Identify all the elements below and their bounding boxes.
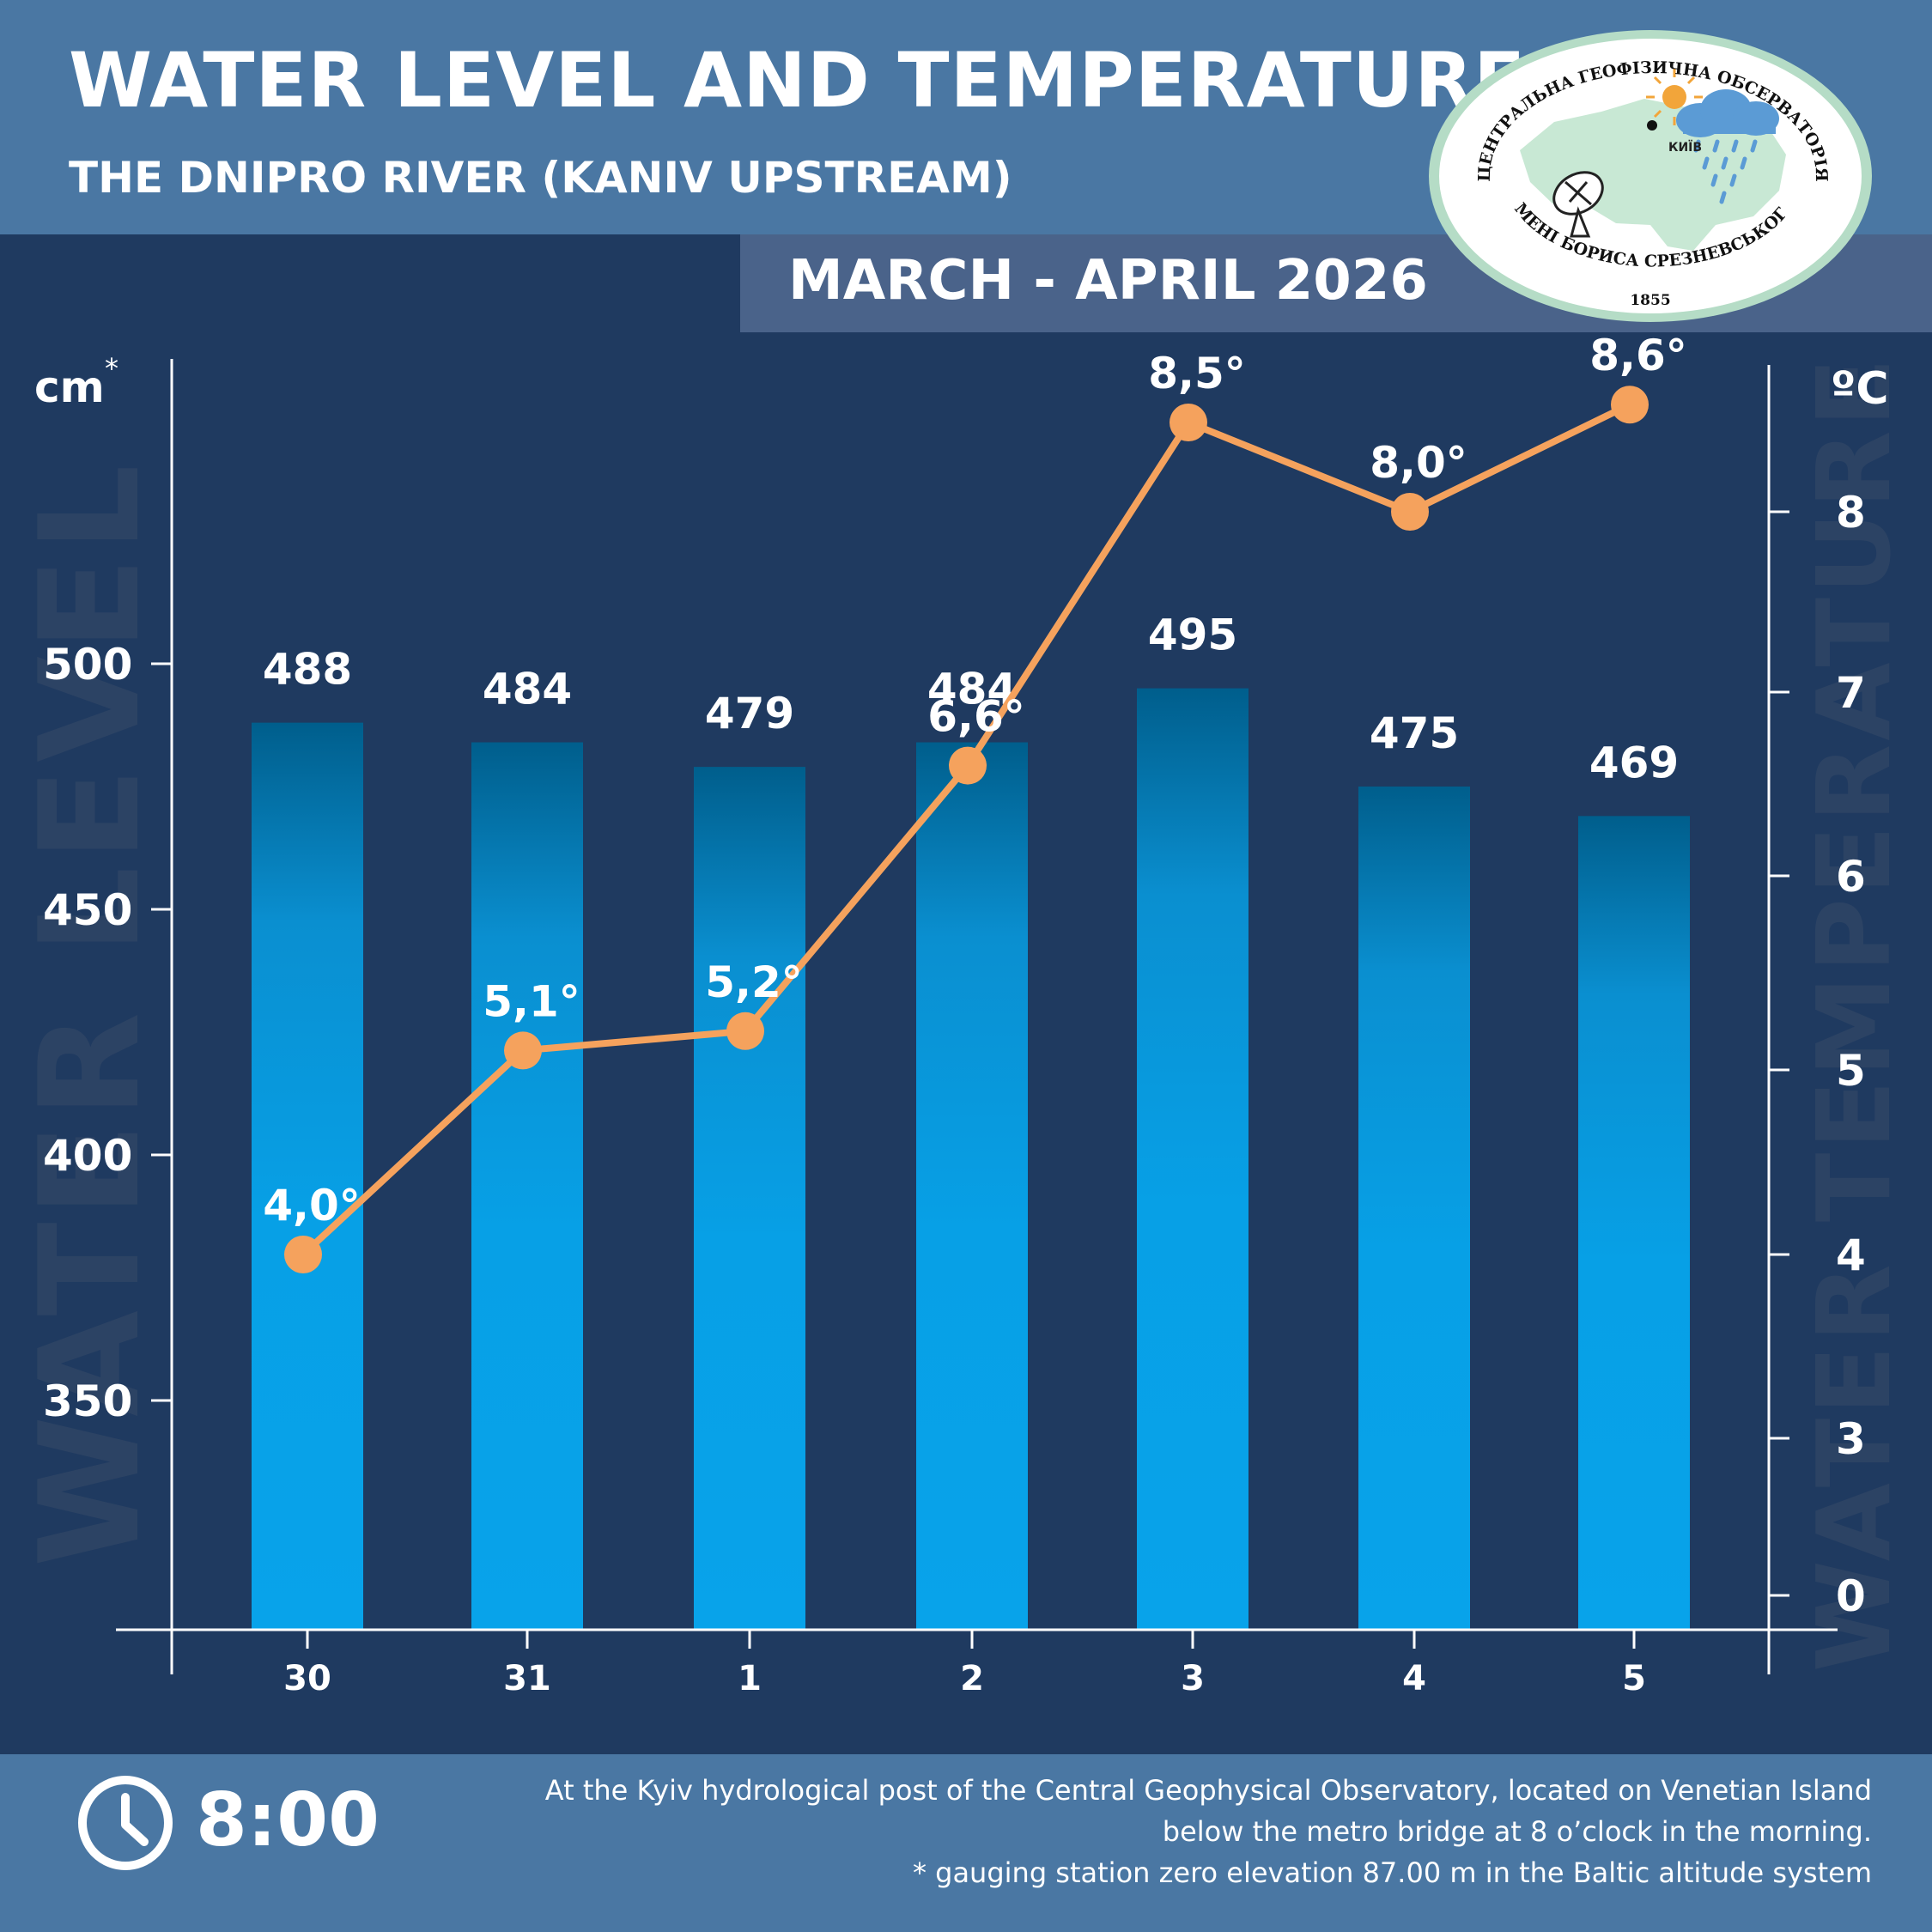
temperature-point [1170, 404, 1207, 441]
right-axis-tick-label: 7 [1836, 668, 1866, 718]
temperature-value: 5,1° [483, 976, 580, 1026]
left-axis-tick-label: 500 [43, 640, 132, 690]
water-level-value: 484 [483, 665, 572, 714]
footer-note-line: below the metro bridge at 8 o’clock in t… [1162, 1815, 1872, 1848]
left-axis-tick-label: 450 [43, 885, 132, 935]
left-axis-watermark: WATER LEVEL [9, 459, 170, 1567]
water-level-value: 475 [1370, 708, 1459, 758]
temperature-value: 4,0° [263, 1181, 361, 1230]
water-level-bar [471, 742, 583, 1629]
right-axis-ticks: 0 3 4 5 6 7 8 [1769, 488, 1866, 1621]
temperature-value: 5,2° [705, 957, 803, 1007]
rain-cloud-icon [1676, 89, 1779, 204]
observation-time: 8:00 [196, 1777, 380, 1863]
water-level-value: 484 [927, 665, 1017, 714]
kyiv-dot [1647, 120, 1657, 131]
temperature-value: 6,6° [927, 692, 1025, 742]
x-axis-tick-label: 30 [283, 1659, 331, 1698]
temperature-point [1391, 493, 1429, 531]
x-axis-tick-label: 4 [1402, 1659, 1426, 1698]
left-axis-ticks: 350 400 450 500 [43, 640, 172, 1426]
clock-icon [78, 1776, 173, 1870]
temperature-value: 8,5° [1148, 349, 1246, 398]
water-level-bar [1578, 816, 1690, 1629]
sun-icon [1646, 69, 1703, 125]
water-level-value: 488 [263, 645, 352, 695]
logo-city: КИЇВ [1668, 140, 1702, 155]
left-axis-tick-label: 350 [43, 1376, 132, 1426]
temperature-point [284, 1236, 322, 1273]
temperature-point [726, 1012, 764, 1050]
page-title: WATER LEVEL AND TEMPERATURE [69, 36, 1527, 125]
right-axis-tick-label: 3 [1836, 1414, 1866, 1464]
right-axis-tick-label: 5 [1836, 1046, 1866, 1096]
left-axis-unit-mark: * [105, 352, 118, 385]
right-axis-tick-label: 8 [1836, 488, 1866, 538]
water-level-bar [694, 767, 805, 1629]
temperature-point [1611, 386, 1649, 424]
water-level-value: 479 [705, 689, 794, 738]
water-level-bar [1137, 688, 1249, 1629]
water-level-bar [916, 742, 1028, 1629]
temperature-series [284, 386, 1649, 1273]
water-level-bars [252, 688, 1690, 1629]
observatory-logo: КИЇВ ЦЕНТРАЛЬНА ГЕОФІЗИЧНА ОБСЕРВАТОРІЯ … [1425, 26, 1872, 322]
x-axis-tick-label: 31 [503, 1659, 551, 1698]
left-axis-unit: cm [34, 362, 105, 412]
x-axis-tick-label: 3 [1181, 1659, 1205, 1698]
temperature-value: 8,0° [1370, 438, 1467, 488]
temperature-value: 8,6° [1589, 331, 1687, 380]
footer-note-line: * gauging station zero elevation 87.00 m… [912, 1856, 1872, 1889]
right-axis-tick-label: 6 [1836, 852, 1866, 902]
x-axis-tick-label: 5 [1622, 1659, 1646, 1698]
water-level-value: 469 [1589, 738, 1679, 787]
left-axis-tick-label: 400 [43, 1131, 132, 1181]
footer-note-line: At the Kyiv hydrological post of the Cen… [544, 1774, 1872, 1807]
right-axis-watermark: WATER TEMPERATURE [1795, 355, 1913, 1672]
water-level-bar [1358, 787, 1470, 1629]
water-level-bar [252, 722, 363, 1629]
logo-year: 1855 [1630, 292, 1670, 309]
page-subtitle: THE DNIPRO RIVER (KANIV UPSTREAM) [69, 153, 1012, 203]
right-axis-tick-label: 0 [1836, 1571, 1866, 1621]
right-axis-tick-label: 4 [1836, 1230, 1866, 1280]
period-label: MARCH - APRIL 2026 [788, 249, 1428, 313]
temperature-point [504, 1031, 542, 1070]
x-axis-tick-label: 1 [738, 1659, 762, 1698]
satellite-dish-icon [1552, 171, 1604, 238]
x-axis-tick-label: 2 [960, 1659, 984, 1698]
water-level-labels: 488 484 479 484 495 475 469 [263, 611, 1679, 788]
temperature-labels: 4,0° 5,1° 5,2° 6,6° 8,5° 8,0° 8,6° [263, 331, 1687, 1230]
footer-band [0, 1754, 1932, 1932]
water-level-value: 495 [1148, 611, 1237, 660]
temperature-point [949, 746, 987, 785]
right-axis-unit: ºC [1831, 363, 1889, 415]
x-axis-ticks: 30 31 1 2 3 4 5 [283, 1630, 1646, 1698]
axes [116, 359, 1838, 1674]
ukraine-map [1520, 99, 1786, 251]
